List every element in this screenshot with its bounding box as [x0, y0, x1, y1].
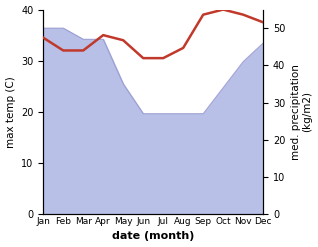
Y-axis label: max temp (C): max temp (C)	[5, 76, 16, 148]
Y-axis label: med. precipitation
(kg/m2): med. precipitation (kg/m2)	[291, 64, 313, 160]
X-axis label: date (month): date (month)	[112, 231, 194, 242]
